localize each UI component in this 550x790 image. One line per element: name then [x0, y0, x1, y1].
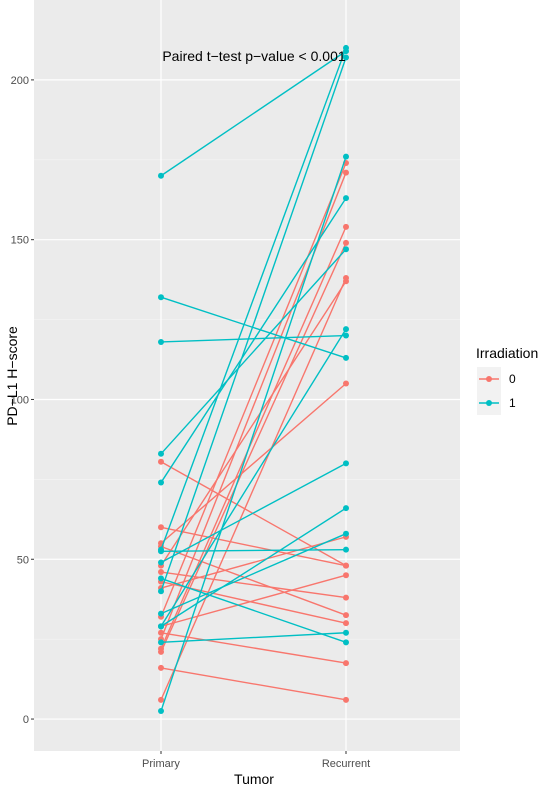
point-recurrent	[343, 275, 349, 282]
x-tick-label: Recurrent	[322, 758, 370, 770]
point-recurrent	[343, 572, 349, 579]
pair-line	[160, 577, 347, 644]
point-recurrent	[343, 696, 349, 703]
pair-line	[160, 545, 347, 616]
point-recurrent	[343, 223, 349, 230]
point-recurrent	[343, 326, 349, 333]
point-recurrent	[343, 44, 349, 51]
pair-line	[160, 226, 347, 650]
point-recurrent	[343, 612, 349, 619]
y-tick-label: 100	[11, 394, 29, 406]
point-primary	[158, 648, 164, 655]
point-primary	[158, 588, 164, 595]
point-primary	[158, 639, 164, 646]
pair-line	[160, 280, 347, 567]
x-axis-title: Tumor	[234, 771, 274, 787]
pair-line	[160, 162, 347, 618]
point-recurrent	[343, 620, 349, 627]
pair-line	[160, 334, 347, 343]
point-recurrent	[343, 169, 349, 176]
legend-item-0: 0	[477, 367, 516, 391]
pair-line	[160, 507, 347, 627]
point-recurrent	[343, 594, 349, 601]
point-primary	[158, 524, 164, 531]
point-primary	[158, 623, 164, 630]
x-tick-label: Primary	[142, 758, 180, 770]
y-tick-label: 200	[11, 75, 29, 87]
pair-line	[160, 197, 347, 483]
plot-panel	[34, 0, 460, 751]
point-recurrent	[343, 239, 349, 246]
point-recurrent	[343, 660, 349, 667]
pair-line	[160, 667, 347, 701]
point-primary	[158, 450, 164, 457]
annotation: Paired t−test p−value < 0.001	[162, 48, 346, 64]
point-recurrent	[343, 246, 349, 253]
pair-line	[160, 47, 347, 550]
pair-line	[160, 248, 347, 455]
point-primary	[158, 696, 164, 703]
point-primary	[158, 575, 164, 582]
point-recurrent	[343, 354, 349, 361]
point-recurrent	[343, 562, 349, 569]
pair-line	[160, 242, 347, 653]
pair-line	[160, 156, 347, 712]
point-primary	[158, 479, 164, 486]
point-recurrent	[343, 546, 349, 553]
point-recurrent	[343, 332, 349, 339]
point-recurrent	[343, 505, 349, 512]
pair-line	[160, 526, 347, 567]
minor-grid	[34, 159, 460, 640]
y-tick-label: 150	[11, 235, 29, 247]
point-recurrent	[343, 639, 349, 646]
pair-line	[160, 533, 347, 615]
point-recurrent	[343, 460, 349, 467]
series-1	[158, 44, 349, 715]
y-axis: 0 50 100 150 200	[11, 75, 34, 726]
point-primary	[158, 664, 164, 671]
point-recurrent	[343, 54, 349, 61]
point-primary	[158, 294, 164, 301]
y-tick-label: 50	[17, 554, 29, 566]
legend: Irradiation 0 1	[476, 345, 538, 415]
point-recurrent	[343, 380, 349, 387]
pair-line	[160, 50, 347, 177]
point-primary	[158, 708, 164, 715]
y-axis-title: PD−L1 H−score	[4, 326, 20, 426]
point-primary	[158, 569, 164, 576]
pair-line	[160, 548, 347, 552]
point-primary	[158, 458, 164, 465]
point-recurrent	[343, 629, 349, 636]
point-primary	[158, 546, 164, 553]
point-primary	[158, 559, 164, 566]
pair-line	[160, 328, 347, 627]
point-primary	[158, 338, 164, 345]
legend-key-0-point	[486, 376, 492, 382]
pair-line	[160, 632, 347, 644]
series-layer	[158, 44, 349, 715]
legend-key-1-point	[486, 400, 492, 406]
pair-line	[160, 461, 347, 567]
legend-label-0: 0	[509, 372, 516, 386]
pair-line	[160, 632, 347, 664]
pair-line	[160, 382, 347, 544]
pair-line	[160, 57, 347, 592]
pair-line	[160, 296, 347, 359]
y-tick-label: 0	[23, 714, 29, 726]
point-recurrent	[343, 195, 349, 202]
point-primary	[158, 172, 164, 179]
point-primary	[158, 610, 164, 617]
point-recurrent	[343, 153, 349, 160]
x-axis: Primary Recurrent	[142, 751, 370, 770]
legend-label-1: 1	[509, 396, 516, 410]
legend-title: Irradiation	[476, 345, 538, 361]
pair-line	[160, 462, 347, 564]
point-recurrent	[343, 530, 349, 537]
legend-item-1: 1	[477, 391, 516, 415]
